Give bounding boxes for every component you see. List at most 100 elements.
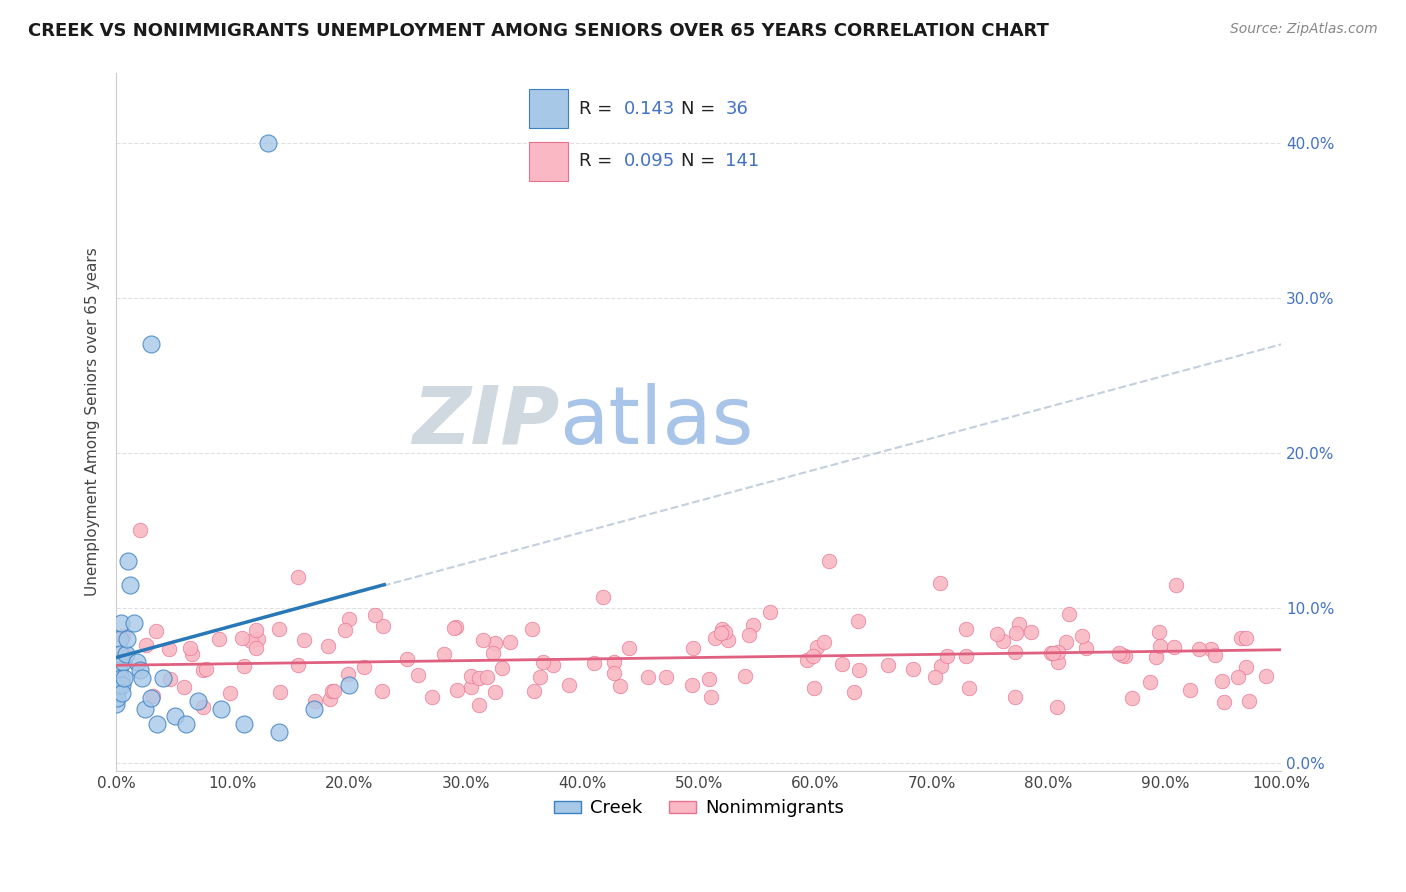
- Point: [1213, 695, 1236, 709]
- Point: [231, 632, 253, 646]
- Point: [1230, 631, 1253, 645]
- Point: [120, 577, 142, 591]
- Point: [105, 697, 128, 711]
- Point: [181, 647, 204, 661]
- Point: [1164, 578, 1187, 592]
- Text: R =: R =: [579, 100, 619, 118]
- Point: [986, 627, 1008, 641]
- Point: [498, 634, 520, 648]
- Point: [1163, 640, 1185, 655]
- Point: [1114, 649, 1136, 664]
- Point: [609, 679, 631, 693]
- Point: [955, 623, 977, 637]
- Point: [583, 656, 606, 670]
- Text: 0.095: 0.095: [624, 153, 675, 170]
- Point: [141, 337, 163, 351]
- Point: [233, 717, 256, 731]
- Point: [831, 657, 853, 671]
- Point: [1047, 655, 1070, 669]
- Point: [304, 701, 326, 715]
- Point: [796, 653, 818, 667]
- Point: [697, 672, 720, 686]
- Point: [1139, 675, 1161, 690]
- Point: [337, 612, 360, 626]
- Point: [433, 647, 456, 661]
- Point: [115, 632, 138, 646]
- Text: N =: N =: [681, 100, 720, 118]
- Point: [1199, 642, 1222, 657]
- Point: [110, 616, 132, 631]
- Point: [924, 669, 946, 683]
- Point: [523, 684, 546, 698]
- Point: [848, 663, 870, 677]
- Point: [322, 684, 344, 698]
- Point: [1204, 648, 1226, 662]
- Point: [929, 659, 952, 673]
- Point: [1211, 673, 1233, 688]
- Point: [531, 655, 554, 669]
- Point: [1234, 631, 1257, 645]
- Point: [108, 648, 131, 662]
- Point: [107, 678, 129, 692]
- Y-axis label: Unemployment Among Seniors over 65 years: Unemployment Among Seniors over 65 years: [86, 247, 100, 596]
- Point: [135, 638, 157, 652]
- Point: [471, 632, 494, 647]
- Point: [681, 678, 703, 692]
- Point: [157, 641, 180, 656]
- Text: Source: ZipAtlas.com: Source: ZipAtlas.com: [1230, 22, 1378, 37]
- Point: [558, 678, 581, 692]
- Point: [1004, 690, 1026, 705]
- Point: [617, 640, 640, 655]
- Point: [245, 623, 267, 637]
- Point: [1188, 642, 1211, 657]
- Point: [117, 554, 139, 568]
- Point: [304, 694, 326, 708]
- Point: [1042, 646, 1064, 660]
- Point: [1070, 629, 1092, 643]
- Point: [711, 622, 734, 636]
- Point: [818, 554, 841, 568]
- Point: [1008, 616, 1031, 631]
- Point: [529, 670, 551, 684]
- Point: [163, 709, 186, 723]
- Point: [174, 717, 197, 731]
- Point: [1108, 646, 1130, 660]
- Point: [484, 636, 506, 650]
- FancyBboxPatch shape: [529, 142, 568, 180]
- Point: [1234, 659, 1257, 673]
- Point: [592, 590, 614, 604]
- Point: [319, 692, 342, 706]
- Point: [240, 633, 263, 648]
- Text: N =: N =: [681, 153, 720, 170]
- Point: [737, 628, 759, 642]
- Point: [1144, 650, 1167, 665]
- Point: [107, 690, 129, 705]
- Point: [759, 605, 782, 619]
- Point: [603, 665, 626, 680]
- Point: [316, 639, 339, 653]
- Point: [1059, 607, 1081, 621]
- Point: [245, 641, 267, 656]
- Point: [219, 686, 242, 700]
- Point: [1039, 647, 1062, 661]
- Point: [141, 690, 163, 705]
- FancyBboxPatch shape: [529, 89, 568, 128]
- Point: [292, 632, 315, 647]
- Point: [742, 618, 765, 632]
- Point: [142, 689, 165, 703]
- Point: [467, 671, 489, 685]
- Point: [1149, 639, 1171, 653]
- Point: [704, 631, 727, 645]
- Point: [491, 661, 513, 675]
- Point: [287, 570, 309, 584]
- Point: [107, 663, 129, 677]
- Point: [844, 685, 866, 699]
- Text: R =: R =: [579, 153, 619, 170]
- Point: [468, 698, 491, 713]
- Point: [159, 673, 181, 687]
- Point: [603, 655, 626, 669]
- Point: [364, 607, 387, 622]
- Point: [710, 625, 733, 640]
- Point: [1019, 624, 1042, 639]
- Point: [1004, 644, 1026, 658]
